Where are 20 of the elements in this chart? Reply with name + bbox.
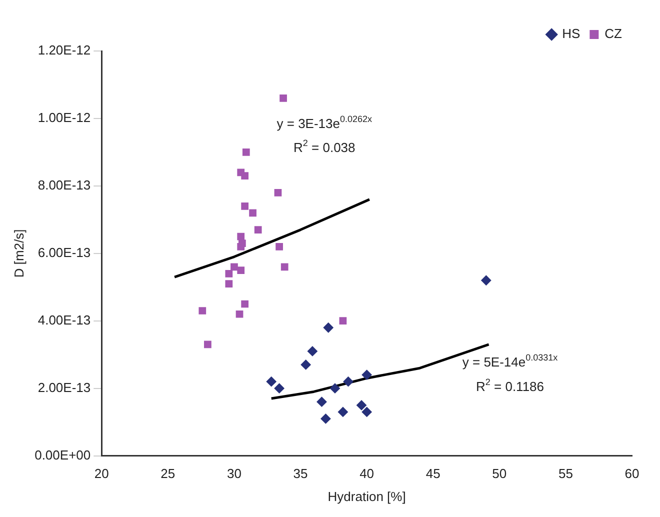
y-axis-title: D [m2/s]	[11, 229, 26, 278]
x-tick-label: 25	[160, 466, 176, 482]
y-tick-label: 2.00E-13	[38, 380, 91, 395]
legend-label: HS	[562, 26, 580, 42]
y-tick-label: 0.00E+00	[34, 447, 91, 462]
y-tick-label: 8.00E-13	[38, 178, 91, 193]
y-tick-label: 1.00E-12	[38, 110, 91, 126]
y-tick-label: 4.00E-13	[38, 312, 91, 328]
x-tick-label: 30	[226, 466, 242, 482]
x-tick-label: 35	[293, 466, 308, 482]
y-tick-label: 1.20E-12	[38, 42, 91, 58]
x-tick-label: 40	[360, 466, 374, 482]
legend-label: CZ	[604, 26, 622, 42]
y-tick-label: 6.00E-13	[38, 244, 91, 260]
x-tick-label: 45	[426, 466, 440, 482]
x-tick-label: 55	[558, 466, 573, 482]
x-axis-title: Hydration [%]	[328, 488, 406, 504]
x-tick-label: 50	[492, 466, 507, 482]
x-tick-label: 20	[94, 466, 109, 482]
x-tick-label: 60	[624, 466, 640, 482]
